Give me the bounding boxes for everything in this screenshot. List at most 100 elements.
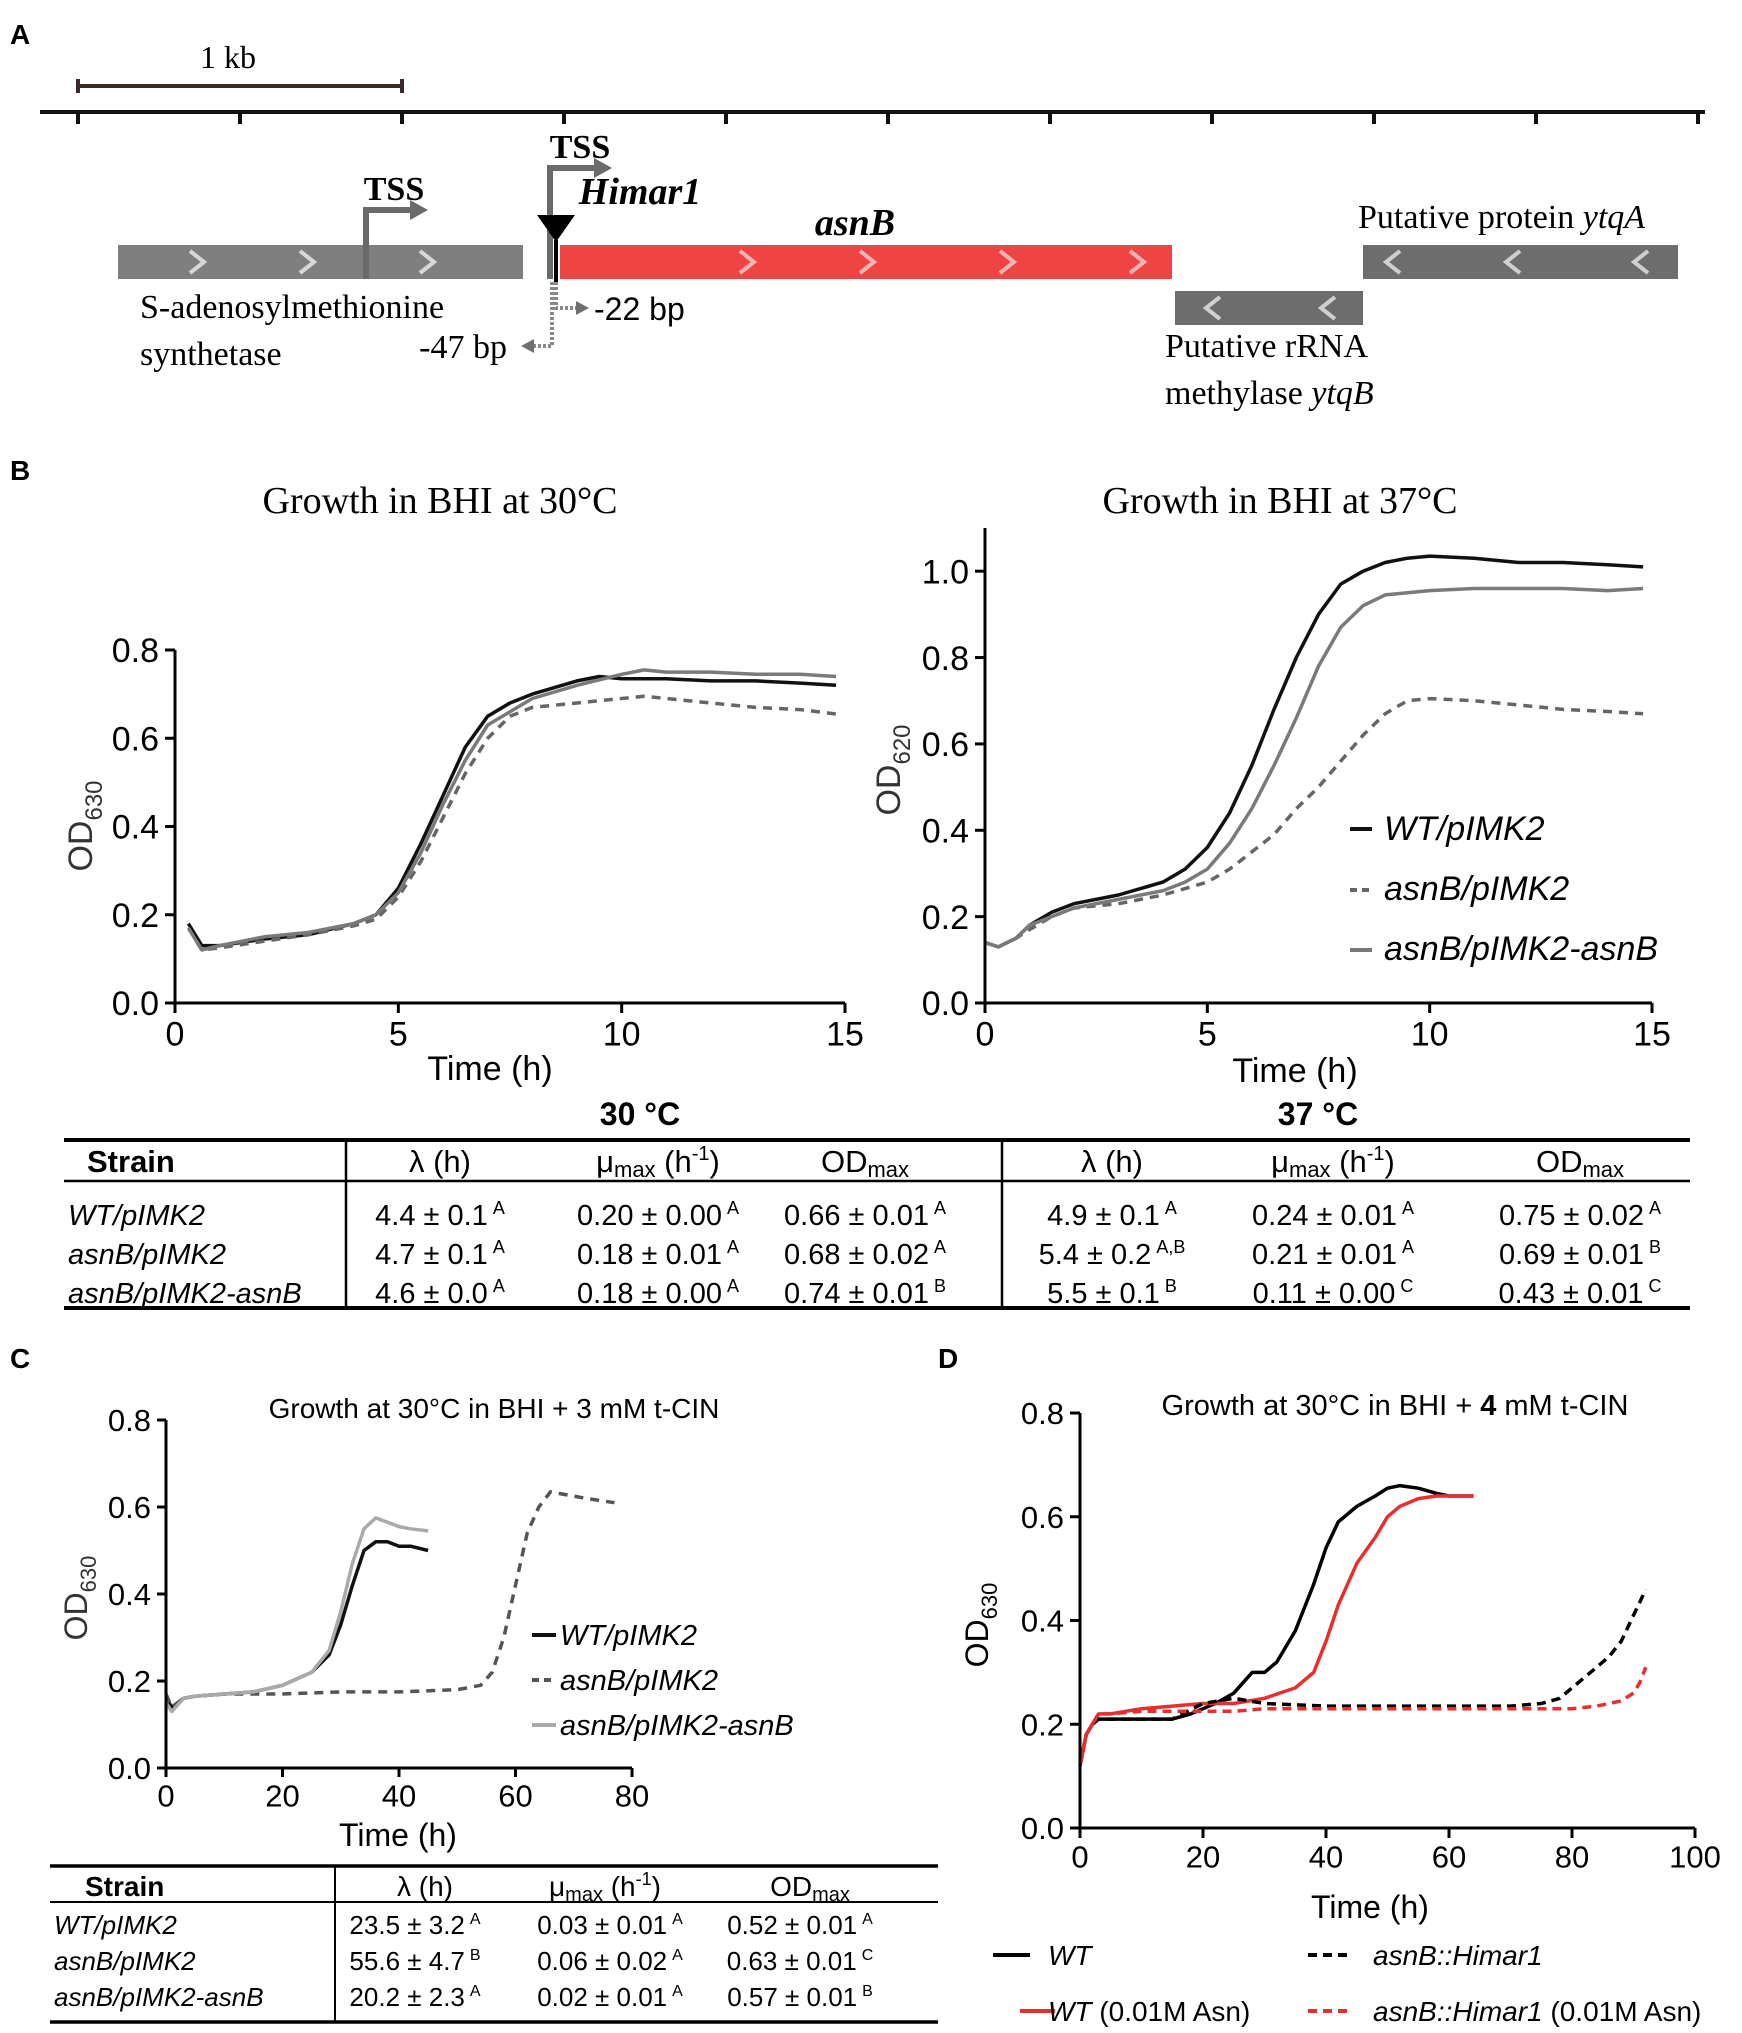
series-line-asnb-pimk2	[164, 1490, 615, 1709]
table-c-header-strain: Strain	[85, 1871, 164, 1902]
promoter-arrow-22	[554, 282, 578, 310]
table-c-mu: 0.06 ± 0.02	[537, 1946, 667, 1976]
legend-d-label-wt-asn: WT	[1048, 1996, 1093, 2027]
table-c-header-mu-sub: max	[565, 1884, 603, 1906]
svg-text:55.6 ± 4.7B: 55.6 ± 4.7 B	[349, 1946, 480, 1976]
svg-text:0.21 ± 0.01A: 0.21 ± 0.01 A	[1252, 1237, 1414, 1271]
table-c-od-sig: C	[862, 1947, 874, 1964]
table-b-lambda-30: 4.4 ± 0.1	[375, 1200, 488, 1232]
table-c-lambda-sig: B	[470, 1947, 481, 1964]
chart-c: Growth at 30°C in BHI + 3 mM t-CIN 0.00.…	[58, 1393, 794, 1853]
table-b-lambda-30-sig: A	[493, 1198, 505, 1218]
table-b-mu-37-sig: A	[1402, 1198, 1414, 1218]
tss-label-2: TSS	[550, 129, 611, 166]
svg-text:asnB::Himar1 (0.01M Asn): asnB::Himar1 (0.01M Asn)	[1373, 1996, 1701, 2027]
series-line-wt-pimk2	[164, 1540, 429, 1709]
series-line-wt-pimk2	[186, 674, 837, 948]
gene-map: 1 kb TSS asnB TSS	[40, 39, 1705, 412]
table-b-header-mu-30: μ	[596, 1144, 614, 1179]
chart-d-ylabel: OD	[959, 1619, 995, 1667]
table-c-header-lambda: λ (h)	[397, 1871, 453, 1902]
himar1-label: Himar1	[578, 171, 701, 213]
table-b-od-37: 0.75 ± 0.02	[1499, 1200, 1644, 1232]
table-c-mu-sig: A	[672, 1947, 683, 1964]
promoter-arrow-47	[532, 282, 554, 348]
table-c-mu-sig: A	[672, 1911, 683, 1928]
table-b-mu-30-sig: A	[727, 1276, 739, 1296]
x-tick-label: 0	[1071, 1839, 1088, 1874]
table-b-mu-37-sig: A	[1402, 1237, 1414, 1257]
svg-text:ODmax: ODmax	[1536, 1144, 1624, 1182]
table-c-od: 0.57 ± 0.01	[727, 1982, 857, 2012]
svg-text:Growth at 30°C in BHI + 4 mM t: Growth at 30°C in BHI + 4 mM t-CIN	[1162, 1390, 1629, 1422]
table-b-lambda-30: 4.6 ± 0.0	[375, 1278, 488, 1310]
table-b-mu-30-sig: A	[727, 1198, 739, 1218]
chart-d-series	[1078, 1483, 1648, 1767]
table-b-od-30: 0.66 ± 0.01	[784, 1200, 929, 1232]
chart-d: Growth at 30°C in BHI + 4 mM t-CIN 0.00.…	[959, 1390, 1721, 2027]
y-tick-label: 0.8	[108, 1403, 151, 1438]
legend-d-label-wt: WT	[1048, 1940, 1093, 1971]
svg-text:23.5 ± 3.2A: 23.5 ± 3.2 A	[349, 1910, 480, 1940]
table-c-strain: asnB/pIMK2-asnB	[54, 1982, 264, 2012]
himar1-insertion-marker	[537, 215, 575, 242]
legend-c-label-comp: asnB/pIMK2-asnB	[560, 1710, 794, 1742]
table-b-lambda-37-sig: B	[1165, 1276, 1177, 1296]
table-b-strain: asnB/pIMK2	[68, 1239, 226, 1271]
svg-text:OD630: OD630	[62, 780, 108, 871]
panel-label-b: B	[10, 455, 30, 486]
asnb-label: asnB	[815, 202, 895, 244]
table-b-lambda-37: 5.5 ± 0.1	[1047, 1278, 1160, 1310]
table-c-header-mu-close: )	[652, 1871, 661, 1902]
chart-c-ylabel: OD	[58, 1592, 94, 1640]
series-line-wt-0-01m-asn-	[1078, 1494, 1474, 1767]
table-b-od-37-sig: C	[1648, 1276, 1661, 1296]
table-b-lambda-30-sig: A	[493, 1237, 505, 1257]
table-c-header-mu-exp: -1	[636, 1869, 652, 1889]
chart-b30-xlabel: Time (h)	[427, 1050, 552, 1088]
series-line-asnb-himar1	[1078, 1588, 1648, 1767]
x-tick-label: 5	[1198, 1015, 1217, 1053]
svg-text:5.5 ± 0.1B: 5.5 ± 0.1 B	[1047, 1276, 1177, 1310]
rrna-label-gene: ytqB	[1308, 375, 1374, 412]
chart-b37-ylabel: OD	[870, 765, 908, 816]
y-tick-label: 0.4	[108, 1577, 151, 1612]
svg-text:asnB/pIMK2: asnB/pIMK2	[68, 1239, 226, 1271]
y-tick-label: 0.8	[112, 632, 159, 670]
x-tick-label: 15	[826, 1015, 864, 1053]
table-b-header-mu-30-sub: max	[614, 1157, 656, 1182]
svg-text:4.4 ± 0.1A: 4.4 ± 0.1 A	[375, 1198, 505, 1232]
table-b-header-od-37-sub: max	[1582, 1157, 1624, 1182]
table-c-mu-sig: A	[672, 1983, 683, 2000]
chart-c-series	[164, 1490, 615, 1714]
chart-b37-yticks: 0.0 0.2 0.4 0.6 0.8 1.0	[922, 553, 985, 1023]
x-tick-label: 10	[1411, 1015, 1449, 1053]
table-c-lambda-sig: A	[470, 1983, 481, 2000]
x-tick-label: 0	[166, 1015, 185, 1053]
table-c-mu: 0.03 ± 0.01	[537, 1910, 667, 1940]
x-tick-label: 0	[976, 1015, 995, 1053]
chart-b30-xticks: 0 5 10 15	[166, 1003, 864, 1053]
table-b-lambda-30: 4.7 ± 0.1	[375, 1239, 488, 1271]
y-tick-label: 0.4	[112, 809, 159, 847]
legend-d-label-mut: asnB::Himar1	[1373, 1940, 1543, 1971]
table-c-header-mu: μ	[549, 1871, 565, 1902]
chart-b37-series	[984, 554, 1644, 949]
svg-text:asnB/pIMK2-asnB: asnB/pIMK2-asnB	[68, 1278, 302, 1310]
chart-d-xlabel: Time (h)	[1311, 1889, 1429, 1925]
series-line-wt-pimk2	[984, 554, 1644, 949]
table-b-header-mu-30-unit: (h	[656, 1144, 692, 1179]
y-tick-label: 1.0	[922, 553, 969, 591]
chart-b30: Growth in BHI at 30°C 0.0 0.2 0.4 0.6 0.8 0 5…	[62, 480, 864, 1088]
y-tick-label: 0.2	[112, 897, 159, 935]
table-b-od-30-sig: B	[934, 1276, 946, 1296]
panel-label-d: D	[938, 1343, 958, 1374]
chart-d-ylabel-sub: 630	[977, 1583, 1002, 1620]
chart-c-title: Growth at 30°C in BHI + 3 mM t-CIN	[269, 1393, 720, 1424]
svg-text:WT (0.01M Asn): WT (0.01M Asn)	[1048, 1996, 1250, 2027]
table-b-mu-37: 0.24 ± 0.01	[1252, 1200, 1397, 1232]
x-tick-label: 0	[157, 1778, 174, 1813]
legend-d-label-mut-asn: asnB::Himar1	[1373, 1996, 1543, 2027]
table-b-od-37: 0.69 ± 0.01	[1499, 1239, 1644, 1271]
